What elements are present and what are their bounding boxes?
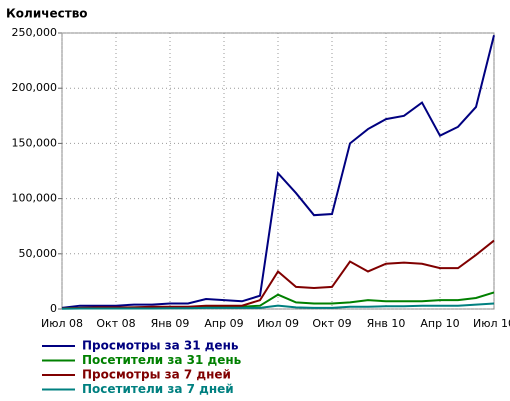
series-line: [61, 302, 495, 310]
legend-label: Просмотры за 31 день: [82, 339, 239, 353]
y-tick-label: 150,000: [12, 136, 58, 149]
x-tick-label: Июл 08: [41, 317, 83, 330]
y-tick-label: 200,000: [12, 81, 58, 94]
series-line: [61, 34, 495, 309]
x-tick-label: Янв 09: [151, 317, 190, 330]
x-tick-label: Окт 09: [312, 317, 351, 330]
x-tick-label: Июл 09: [257, 317, 299, 330]
plot-area: [61, 32, 495, 310]
legend-label: Посетители за 7 дней: [82, 382, 234, 396]
legend-label: Посетители за 31 день: [82, 353, 242, 367]
y-tick-label: 50,000: [19, 247, 58, 260]
x-tick-label: Окт 08: [96, 317, 135, 330]
x-tick-label: Апр 09: [204, 317, 243, 330]
series-line: [61, 239, 495, 310]
y-tick-label: 250,000: [12, 26, 58, 39]
y-tick-label: 0: [50, 302, 57, 315]
legend-label: Просмотры за 7 дней: [82, 368, 231, 382]
x-tick-label: Апр 10: [420, 317, 459, 330]
x-tick-label: Июл 10: [473, 317, 510, 330]
y-axis-title: Количество: [6, 7, 88, 21]
y-tick-label: 100,000: [12, 192, 58, 205]
x-tick-label: Янв 10: [367, 317, 406, 330]
